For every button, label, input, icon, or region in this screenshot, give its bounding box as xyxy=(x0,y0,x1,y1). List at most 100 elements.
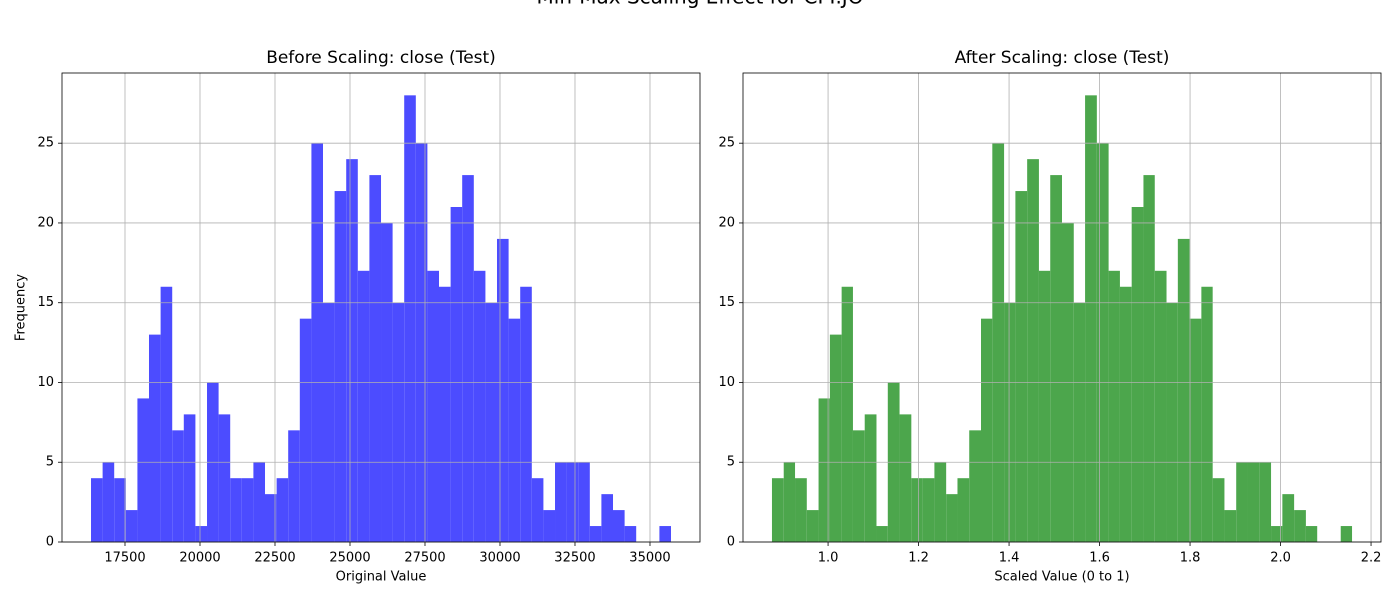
bar xyxy=(125,510,138,542)
bar xyxy=(578,462,590,542)
bar xyxy=(183,414,196,542)
bar xyxy=(148,334,161,542)
x-axis-label: Scaled Value (0 to 1) xyxy=(994,570,1129,585)
bar xyxy=(1189,318,1202,542)
bar xyxy=(311,143,323,542)
bar xyxy=(899,414,912,542)
bar xyxy=(415,143,428,542)
bar xyxy=(1050,175,1062,542)
y-tick-label: 10 xyxy=(37,375,54,390)
bar xyxy=(1131,207,1144,542)
bar xyxy=(969,430,982,542)
bar xyxy=(230,478,242,542)
bar xyxy=(137,398,149,542)
bar xyxy=(624,526,637,542)
bar xyxy=(195,526,208,542)
bar xyxy=(392,302,405,542)
bar xyxy=(439,286,451,542)
bar xyxy=(1073,302,1086,542)
bar xyxy=(934,462,947,542)
bar xyxy=(1143,175,1155,542)
bar xyxy=(496,238,509,542)
y-tick-label: 25 xyxy=(37,136,54,151)
y-tick-label: 0 xyxy=(727,535,735,550)
bar xyxy=(485,302,497,542)
bar xyxy=(508,318,521,542)
x-tick-label: 2.2 xyxy=(1361,551,1382,566)
x-tick-label: 1.0 xyxy=(818,551,839,566)
bar xyxy=(334,191,347,543)
x-tick-label: 35000 xyxy=(629,551,670,566)
bar xyxy=(1305,526,1318,542)
bar xyxy=(462,175,474,542)
chart-title: Before Scaling: close (Test) xyxy=(266,48,496,68)
bar xyxy=(1236,462,1248,542)
bar xyxy=(841,286,853,542)
x-tick-label: 2.0 xyxy=(1270,551,1291,566)
bar xyxy=(357,270,370,542)
bar xyxy=(1282,494,1295,542)
x-tick-label: 32500 xyxy=(554,551,595,566)
bar xyxy=(946,494,958,542)
plot-frame xyxy=(742,72,1382,543)
bar xyxy=(1015,191,1028,543)
bar xyxy=(1027,159,1039,542)
x-tick-label: 1.2 xyxy=(908,551,929,566)
x-tick-label: 27500 xyxy=(404,551,445,566)
y-tick-label: 25 xyxy=(718,136,735,151)
plot-frame xyxy=(61,72,701,543)
bar xyxy=(1154,270,1167,542)
bar xyxy=(288,430,300,542)
bar xyxy=(613,510,625,542)
bar xyxy=(992,143,1005,542)
y-tick-label: 15 xyxy=(718,295,735,310)
bar xyxy=(1201,286,1213,542)
bar xyxy=(1004,302,1016,542)
bar xyxy=(783,462,796,542)
bar xyxy=(601,494,614,542)
bar xyxy=(299,318,312,542)
bar xyxy=(957,478,970,542)
bar xyxy=(520,286,532,542)
x-tick-label: 22500 xyxy=(254,551,295,566)
bar xyxy=(566,462,579,542)
bar xyxy=(1247,462,1260,542)
bar xyxy=(1271,526,1283,542)
bar xyxy=(404,95,416,542)
bar xyxy=(922,478,935,542)
x-axis-label: Original Value xyxy=(336,570,427,585)
bar xyxy=(1224,510,1237,542)
bar xyxy=(1212,478,1225,542)
bar xyxy=(1108,270,1120,542)
bar xyxy=(981,318,993,542)
bar xyxy=(1085,95,1097,542)
bar xyxy=(322,302,335,542)
bar xyxy=(102,462,115,542)
bar xyxy=(427,270,440,542)
bar xyxy=(1177,238,1190,542)
bar xyxy=(276,478,289,542)
bar xyxy=(1259,462,1272,542)
y-tick-label: 0 xyxy=(46,535,54,550)
bar xyxy=(806,510,819,542)
bar xyxy=(241,478,254,542)
bar xyxy=(852,430,865,542)
bar xyxy=(659,526,671,542)
bar xyxy=(1096,143,1109,542)
x-tick-label: 1.6 xyxy=(1089,551,1110,566)
x-tick-label: 1.4 xyxy=(999,551,1020,566)
x-tick-label: 20000 xyxy=(179,551,220,566)
bar xyxy=(555,462,567,542)
figure-title: Min-Max Scaling Effect for CPI.JO xyxy=(537,0,864,9)
bar xyxy=(876,526,888,542)
bar xyxy=(1038,270,1051,542)
bar xyxy=(1119,286,1132,542)
bar xyxy=(253,462,266,542)
bar xyxy=(589,526,602,542)
bar xyxy=(911,478,923,542)
bar xyxy=(829,334,842,542)
bar xyxy=(91,478,103,542)
bar xyxy=(531,478,544,542)
y-tick-label: 5 xyxy=(727,455,735,470)
y-tick-label: 10 xyxy=(718,375,735,390)
